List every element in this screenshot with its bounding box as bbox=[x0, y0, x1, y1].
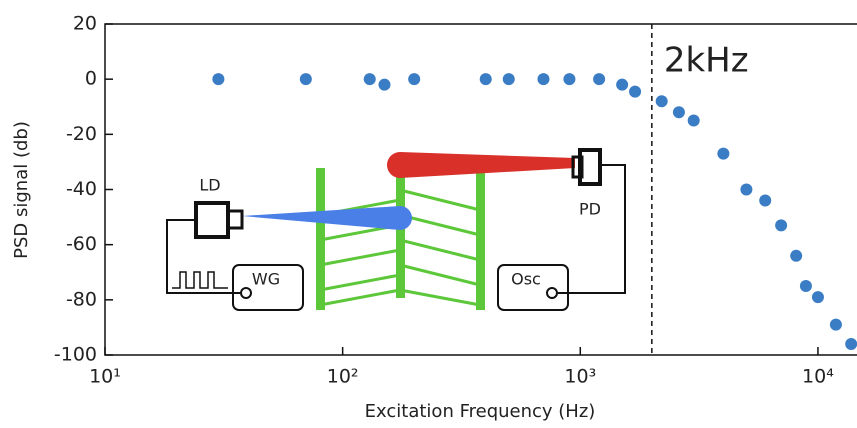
y-tick-label: -20 bbox=[66, 123, 97, 145]
inset-label: WG bbox=[252, 270, 280, 289]
y-axis-label: PSD signal (db) bbox=[11, 121, 32, 259]
y-tick-label: 20 bbox=[73, 13, 97, 35]
inset-label: LD bbox=[199, 176, 220, 195]
y-tick-label: -60 bbox=[66, 233, 97, 255]
point bbox=[616, 78, 629, 91]
point bbox=[790, 249, 803, 262]
point bbox=[378, 78, 391, 91]
y-tick-label: -100 bbox=[54, 344, 97, 366]
inset-label: Osc bbox=[511, 270, 541, 289]
point bbox=[502, 73, 515, 86]
point bbox=[717, 147, 730, 160]
point bbox=[811, 291, 824, 304]
y-tick-label: -80 bbox=[66, 288, 97, 310]
x-tick-label: 10⁴ bbox=[802, 366, 834, 388]
point bbox=[687, 114, 700, 127]
point bbox=[593, 73, 606, 86]
point bbox=[537, 73, 550, 86]
point bbox=[740, 183, 753, 196]
point bbox=[829, 318, 842, 331]
point bbox=[629, 85, 642, 98]
point bbox=[299, 73, 312, 86]
point bbox=[759, 194, 772, 207]
point bbox=[775, 219, 788, 232]
point bbox=[655, 95, 668, 108]
y-tick-label: -40 bbox=[66, 178, 97, 200]
x-tick-label: 10³ bbox=[564, 366, 596, 388]
y-tick-label: 0 bbox=[85, 68, 97, 90]
point bbox=[845, 337, 857, 350]
point bbox=[212, 73, 225, 86]
point bbox=[672, 106, 685, 119]
point bbox=[408, 73, 421, 86]
point bbox=[479, 73, 492, 86]
point bbox=[563, 73, 576, 86]
point bbox=[363, 73, 376, 86]
inset-diagram bbox=[166, 148, 626, 311]
x-axis-label: Excitation Frequency (Hz) bbox=[365, 401, 596, 422]
x-tick-label: 10¹ bbox=[89, 366, 121, 388]
inset-label: PD bbox=[579, 200, 601, 219]
point bbox=[799, 280, 812, 293]
x-tick-label: 10² bbox=[327, 366, 359, 388]
annotation: 2kHz bbox=[664, 41, 749, 81]
